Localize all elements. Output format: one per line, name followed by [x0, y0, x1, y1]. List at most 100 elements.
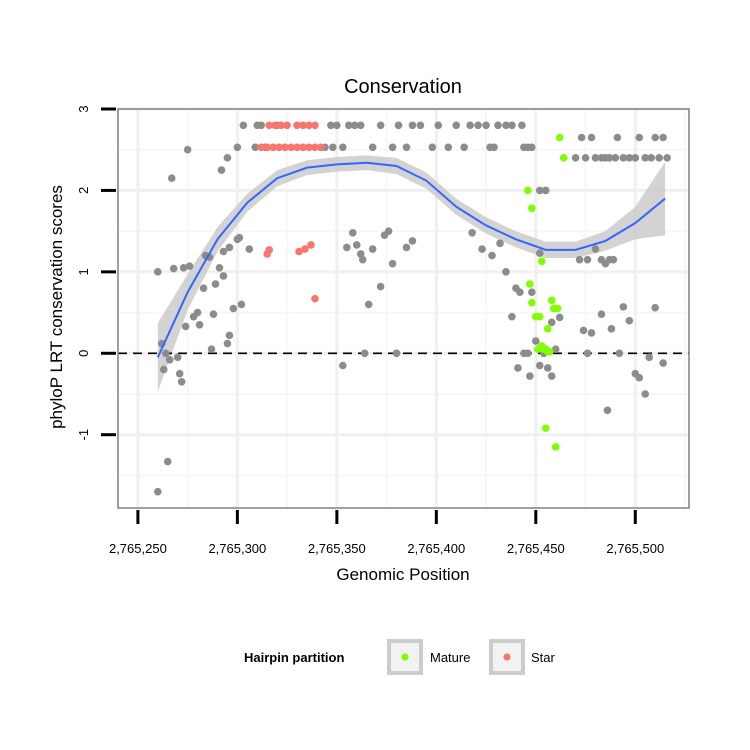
data-point [444, 143, 453, 152]
data-point [283, 121, 291, 130]
x-tick-label: 2,765,400 [407, 541, 465, 556]
data-point [169, 264, 178, 273]
data-point [392, 349, 401, 358]
data-point [528, 204, 536, 213]
x-tick-label: 2,765,350 [308, 541, 366, 556]
data-point [535, 312, 544, 321]
data-point [496, 239, 504, 248]
data-point [543, 364, 552, 372]
data-point [551, 345, 560, 354]
data-point [163, 457, 172, 466]
data-point [528, 143, 536, 152]
data-point [591, 245, 600, 253]
y-tick-label: 0 [76, 350, 91, 357]
data-point [388, 259, 397, 268]
data-point [547, 296, 556, 305]
data-point [269, 143, 277, 152]
data-point [327, 121, 335, 130]
data-point [408, 121, 417, 130]
data-point [641, 390, 650, 398]
series-mature [524, 133, 568, 451]
data-point [625, 316, 634, 325]
x-axis-title: Genomic Position [336, 565, 469, 584]
x-axis: 2,765,250 2,765,300 2,765,350 2,765,400 2,76… [109, 510, 664, 556]
y-tick-label: 2 [76, 187, 91, 194]
data-point [537, 257, 546, 266]
data-point [344, 121, 353, 130]
data-point [195, 320, 204, 329]
data-point [615, 349, 624, 358]
data-point [518, 121, 526, 130]
data-point [541, 186, 550, 195]
data-point [305, 121, 313, 130]
data-point [468, 228, 476, 237]
data-point [165, 356, 174, 364]
data-point [474, 121, 482, 130]
data-point [356, 121, 365, 130]
data-point [199, 284, 208, 292]
data-point [339, 143, 347, 152]
data-point [545, 347, 554, 356]
data-point [663, 154, 671, 162]
data-point [524, 186, 532, 195]
data-point [339, 361, 347, 370]
data-point [609, 255, 618, 264]
chart-title: Conservation [344, 76, 462, 98]
data-point [526, 372, 534, 380]
data-point [225, 331, 234, 340]
data-point [571, 154, 580, 162]
data-point [265, 121, 274, 130]
data-point [651, 133, 659, 142]
data-point [311, 294, 319, 303]
data-point [356, 250, 365, 258]
data-point [287, 143, 295, 152]
data-point [329, 143, 337, 152]
data-point [591, 154, 600, 162]
data-point [293, 121, 301, 130]
data-point [173, 353, 182, 362]
data-point [482, 121, 490, 130]
data-point [535, 361, 544, 370]
data-point [490, 143, 498, 152]
data-point [583, 255, 592, 264]
data-point [524, 349, 532, 358]
data-point [364, 300, 373, 309]
data-point [555, 313, 564, 322]
data-point [384, 227, 393, 235]
data-point [159, 365, 168, 374]
data-point [317, 143, 325, 152]
data-point [402, 143, 411, 152]
plot-panel [117, 107, 690, 509]
data-point [181, 322, 190, 331]
data-point [376, 121, 385, 130]
data-point [281, 143, 289, 152]
data-point [299, 121, 307, 130]
data-point [532, 337, 540, 345]
data-point [179, 263, 188, 272]
data-point [265, 246, 274, 254]
data-point [271, 121, 279, 130]
y-tick-label: 1 [76, 268, 91, 275]
data-point [587, 133, 596, 142]
data-point [583, 349, 592, 358]
data-point [311, 121, 319, 130]
data-point [526, 280, 534, 288]
data-point [478, 245, 486, 253]
data-point [603, 406, 612, 415]
data-point [641, 154, 650, 162]
data-point [645, 353, 654, 362]
data-point [209, 310, 218, 319]
data-point [651, 303, 659, 312]
data-point [460, 143, 468, 152]
data-point [613, 133, 622, 142]
data-point [416, 121, 425, 130]
data-point [577, 133, 586, 142]
data-point [452, 121, 461, 130]
data-point [305, 143, 313, 152]
data-point [611, 154, 620, 162]
data-point [263, 143, 272, 152]
data-point [553, 304, 562, 313]
data-point [223, 339, 232, 348]
data-point [167, 174, 176, 183]
data-point [175, 369, 184, 378]
